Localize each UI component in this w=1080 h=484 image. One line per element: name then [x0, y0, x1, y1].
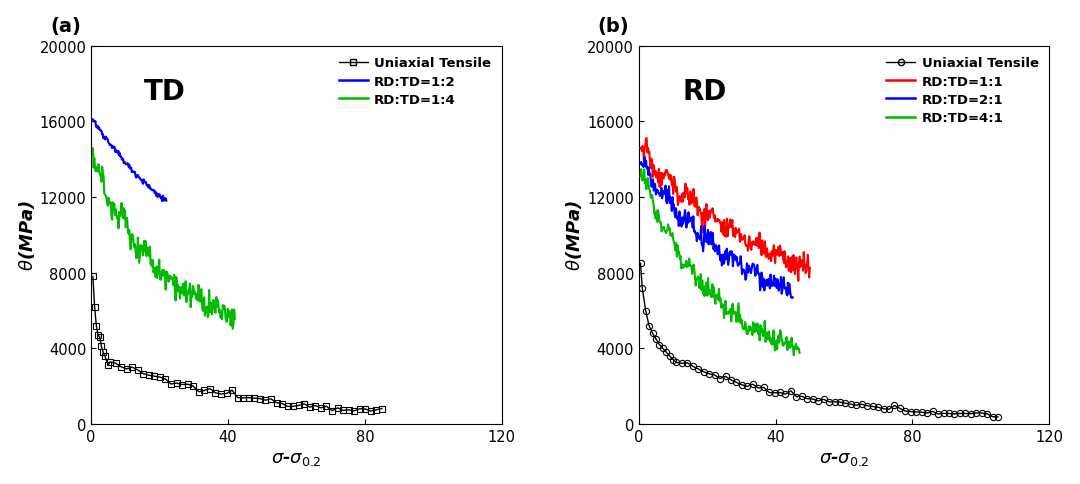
X-axis label: $\sigma$-$\sigma_{0.2}$: $\sigma$-$\sigma_{0.2}$: [271, 450, 322, 468]
Text: (a): (a): [50, 16, 81, 35]
Text: (b): (b): [597, 16, 630, 35]
Text: RD: RD: [683, 78, 727, 106]
Y-axis label: $\theta$(MPa): $\theta$(MPa): [16, 200, 37, 271]
Legend: Uniaxial Tensile, RD:TD=1:1, RD:TD=2:1, RD:TD=4:1: Uniaxial Tensile, RD:TD=1:1, RD:TD=2:1, …: [882, 53, 1042, 129]
Text: TD: TD: [144, 78, 186, 106]
Y-axis label: $\theta$(MPa): $\theta$(MPa): [565, 200, 584, 271]
Legend: Uniaxial Tensile, RD:TD=1:2, RD:TD=1:4: Uniaxial Tensile, RD:TD=1:2, RD:TD=1:4: [335, 53, 495, 111]
X-axis label: $\sigma$-$\sigma_{0.2}$: $\sigma$-$\sigma_{0.2}$: [819, 450, 869, 468]
